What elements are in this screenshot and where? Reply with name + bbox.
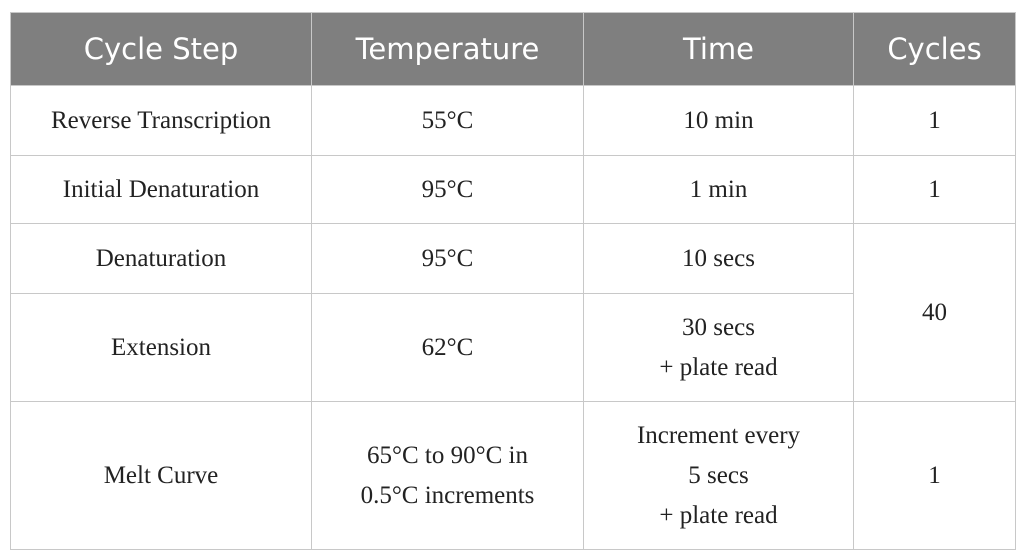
header-cell: Temperature — [311, 12, 584, 86]
header-cell: Time — [583, 12, 854, 86]
row: Denaturation 95°C 10 secs 40 — [10, 223, 1016, 402]
row: Extension 62°C 30 secs + plate read — [10, 293, 1016, 402]
row: Initial Denaturation 95°C 1 min 1 — [10, 155, 1016, 224]
cell-line: 0.5°C increments — [360, 481, 535, 509]
cell: 1 min — [583, 155, 854, 224]
cell: 10 min — [583, 85, 854, 156]
cell-line: 30 secs — [682, 313, 755, 341]
cell: Initial Denaturation — [10, 155, 312, 224]
cell: Melt Curve — [10, 401, 312, 550]
cell-line: 65°C to 90°C in — [367, 441, 528, 469]
row: Reverse Transcription 55°C 10 min 1 — [10, 85, 1016, 156]
header-cell: Cycle Step — [10, 12, 312, 86]
cell-line: 5 secs — [688, 461, 749, 489]
cell-line: Increment every — [636, 421, 801, 449]
cell-line: + plate read — [659, 501, 778, 529]
header-row: Cycle Step Temperature Time Cycles — [10, 12, 1016, 86]
cell: 62°C — [311, 293, 584, 402]
cell: 1 — [853, 85, 1016, 156]
cell: Reverse Transcription — [10, 85, 312, 156]
cell: Denaturation — [10, 223, 312, 294]
header-cell: Cycles — [853, 12, 1016, 86]
row: Melt Curve 65°C to 90°C in 0.5°C increme… — [10, 401, 1016, 550]
cell: 55°C — [311, 85, 584, 156]
cell: Increment every 5 secs + plate read — [583, 401, 854, 550]
cell-line: + plate read — [659, 353, 778, 381]
cell: 95°C — [311, 155, 584, 224]
cell: Extension — [10, 293, 312, 402]
table: Cycle Step Temperature Time Cycles Rever… — [10, 12, 1016, 550]
cell: 1 — [853, 401, 1016, 550]
cell: 30 secs + plate read — [583, 293, 854, 402]
cell: 10 secs — [583, 223, 854, 294]
cell: 95°C — [311, 223, 584, 294]
cell: 65°C to 90°C in 0.5°C increments — [311, 401, 584, 550]
cell: 40 — [853, 223, 1016, 402]
cell: 1 — [853, 155, 1016, 224]
